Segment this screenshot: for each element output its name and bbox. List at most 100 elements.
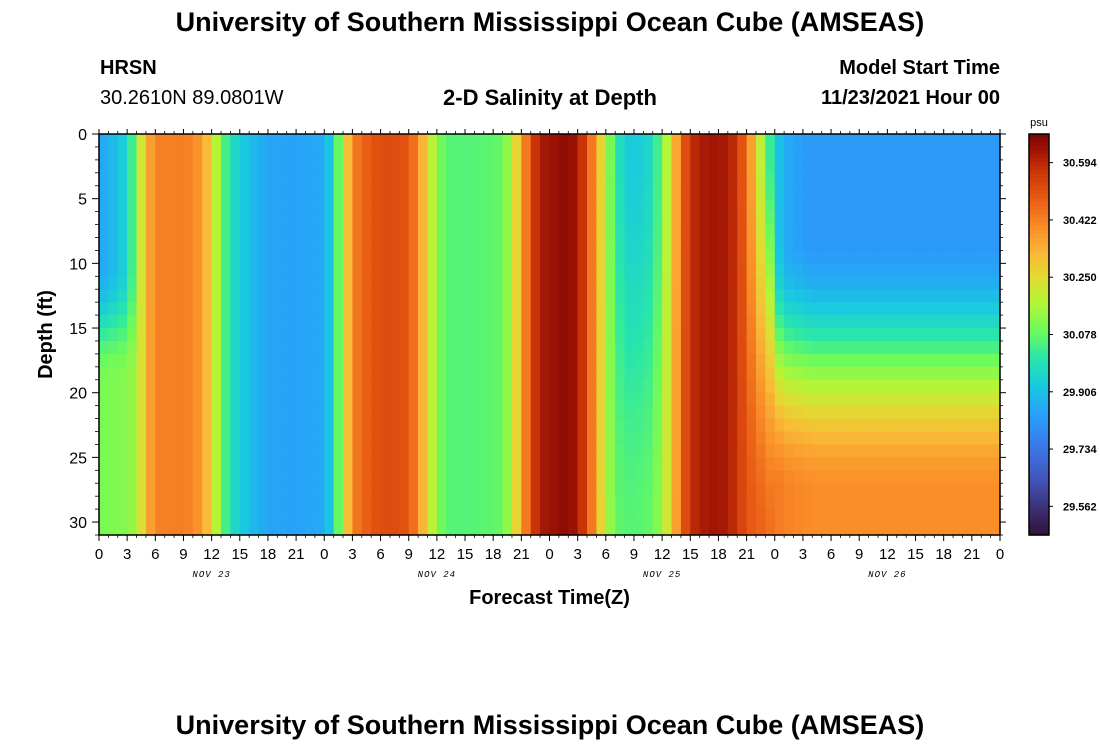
heatmap-cell	[371, 134, 382, 148]
heatmap-cell	[540, 263, 551, 277]
heatmap-cell	[436, 211, 447, 226]
heatmap-cell	[887, 509, 898, 523]
heatmap-cell	[286, 418, 297, 433]
heatmap-cell	[361, 211, 372, 226]
heatmap-cell	[652, 289, 663, 303]
heatmap-cell	[343, 146, 354, 161]
heatmap-cell	[924, 302, 935, 316]
heatmap-cell	[183, 496, 194, 510]
heatmap-cell	[662, 444, 673, 458]
heatmap-cell	[511, 509, 522, 523]
heatmap-cell	[915, 276, 926, 290]
heatmap-cell	[380, 328, 391, 342]
heatmap-cell	[840, 379, 851, 394]
heatmap-cell	[399, 405, 410, 420]
heatmap-cell	[493, 328, 504, 342]
heatmap-cell	[990, 134, 1001, 148]
heatmap-cell	[633, 431, 644, 446]
heatmap-cell	[680, 224, 691, 239]
heatmap-cell	[474, 237, 485, 252]
heatmap-cell	[267, 405, 278, 420]
heatmap-cell	[765, 392, 776, 407]
heatmap-cell	[605, 250, 616, 264]
heatmap-cell	[511, 366, 522, 381]
heatmap-cell	[568, 276, 579, 290]
heatmap-cell	[868, 483, 879, 497]
heatmap-cell	[474, 457, 485, 471]
heatmap-cell	[211, 509, 222, 523]
heatmap-cell	[896, 509, 907, 523]
heatmap-cell	[183, 276, 194, 290]
heatmap-cell	[755, 328, 766, 342]
colorbar-segment	[1029, 498, 1049, 504]
heatmap-cell	[558, 418, 569, 433]
heatmap-cell	[305, 483, 316, 497]
heatmap-cell	[371, 418, 382, 433]
colorbar-segment	[1029, 298, 1049, 304]
heatmap-cell	[802, 198, 813, 213]
heatmap-cell	[577, 353, 588, 368]
model-start-value: 11/23/2021 Hour 00	[820, 87, 1000, 109]
heatmap-cell	[755, 392, 766, 407]
heatmap-cell	[108, 444, 119, 458]
heatmap-cell	[849, 263, 860, 277]
heatmap-cell	[202, 302, 213, 316]
heatmap-cell	[183, 340, 194, 355]
heatmap-cell	[812, 172, 823, 187]
heatmap-cell	[474, 198, 485, 213]
heatmap-cell	[699, 405, 710, 420]
heatmap-cell	[802, 483, 813, 497]
heatmap-cell	[671, 134, 682, 148]
heatmap-cell	[436, 263, 447, 277]
heatmap-cell	[211, 483, 222, 497]
heatmap-cell	[352, 134, 363, 148]
heatmap-cell	[812, 250, 823, 264]
heatmap-cell	[981, 470, 992, 484]
heatmap-cell	[774, 405, 785, 420]
heatmap-cell	[127, 134, 138, 148]
heatmap-cell	[239, 224, 250, 239]
heatmap-cell	[868, 289, 879, 303]
heatmap-cell	[239, 509, 250, 523]
heatmap-cell	[305, 496, 316, 510]
heatmap-cell	[136, 276, 147, 290]
heatmap-cell	[502, 340, 513, 355]
heatmap-cell	[746, 159, 757, 174]
heatmap-cell	[521, 379, 532, 394]
heatmap-cell	[840, 431, 851, 446]
heatmap-cell	[239, 146, 250, 161]
heatmap-cell	[568, 379, 579, 394]
heatmap-cell	[587, 211, 598, 226]
heatmap-cell	[615, 250, 626, 264]
colorbar-segment	[1029, 446, 1049, 452]
heatmap-cell	[427, 379, 438, 394]
heatmap-cell	[577, 224, 588, 239]
heatmap-cell	[643, 470, 654, 484]
heatmap-cell	[671, 496, 682, 510]
heatmap-cell	[971, 211, 982, 226]
heatmap-cell	[230, 431, 241, 446]
heatmap-cell	[192, 276, 203, 290]
heatmap-cell	[549, 185, 560, 200]
heatmap-cell	[690, 353, 701, 368]
heatmap-cell	[709, 353, 720, 368]
heatmap-cell	[821, 470, 832, 484]
heatmap-cell	[136, 392, 147, 407]
heatmap-cell	[802, 224, 813, 239]
heatmap-cell	[380, 418, 391, 433]
heatmap-cell	[793, 379, 804, 394]
heatmap-cell	[174, 509, 185, 523]
heatmap-cell	[239, 392, 250, 407]
heatmap-cell	[361, 263, 372, 277]
heatmap-cell	[887, 522, 898, 536]
heatmap-cell	[662, 315, 673, 329]
heatmap-cell	[230, 198, 241, 213]
heatmap-cell	[277, 224, 288, 239]
heatmap-cell	[221, 328, 231, 342]
heatmap-cell	[221, 289, 231, 303]
heatmap-cell	[465, 315, 476, 329]
heatmap-cell	[906, 418, 917, 433]
heatmap-cell	[314, 211, 325, 226]
heatmap-cell	[981, 224, 992, 239]
colorbar-segment	[1029, 482, 1049, 488]
